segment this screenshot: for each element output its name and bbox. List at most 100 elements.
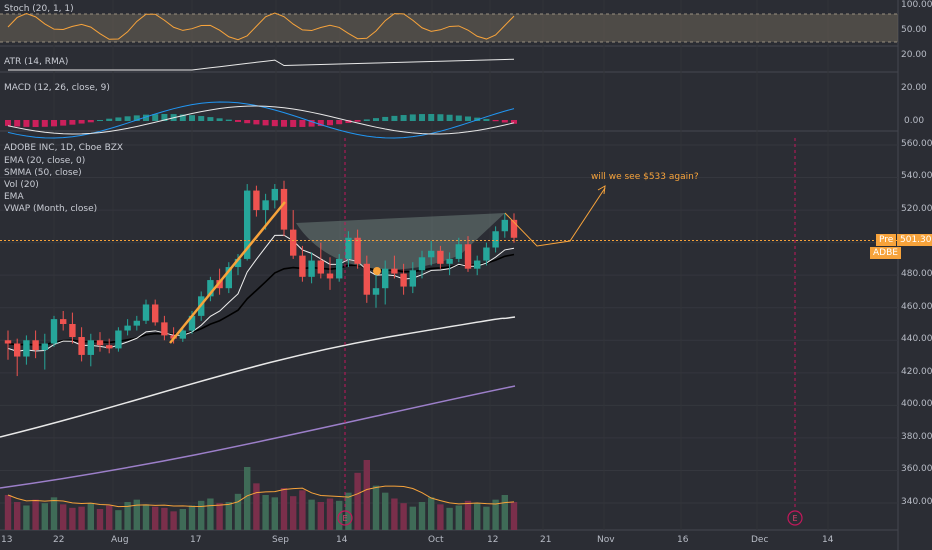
- candle-body: [299, 255, 306, 277]
- volume-bar: [317, 502, 324, 530]
- candle-body: [142, 304, 150, 321]
- candle-body: [207, 280, 214, 297]
- price-tick: 440.00: [901, 334, 932, 344]
- volume-bar: [299, 490, 306, 530]
- candle-body: [280, 188, 288, 230]
- macd-bar: [354, 120, 361, 122]
- macd-bar: [419, 114, 425, 121]
- macd-bar: [23, 120, 30, 127]
- stoch-line: [7, 12, 515, 41]
- x-label: 16: [677, 535, 689, 545]
- macd-label: MACD (12, 26, close, 9): [4, 83, 110, 93]
- macd-bar: [336, 120, 343, 125]
- macd-bar: [400, 115, 407, 121]
- volume-bar: [409, 506, 416, 530]
- smma-line: [0, 316, 516, 438]
- volume-bar: [106, 505, 113, 530]
- candle-body: [483, 247, 490, 261]
- volume-bar: [142, 504, 150, 530]
- macd-bar: [179, 114, 186, 121]
- macd-bar: [189, 115, 195, 121]
- premarket-tag: Pre: [876, 234, 897, 246]
- volume-bar: [455, 505, 462, 530]
- volume-bar: [216, 503, 223, 530]
- macd-bar: [511, 120, 517, 124]
- macd-bar: [345, 120, 352, 124]
- macd-bar: [51, 120, 57, 127]
- volume-bar: [464, 500, 472, 530]
- volume-bar: [198, 500, 205, 530]
- macd-bar: [271, 120, 278, 127]
- candle-body: [4, 340, 12, 344]
- candle-body: [271, 188, 278, 201]
- x-label: 14: [336, 535, 348, 545]
- candle-body: [50, 319, 58, 344]
- candle-body: [501, 219, 508, 232]
- candle-body: [69, 324, 76, 338]
- candle-body: [290, 229, 297, 256]
- macd-bar: [41, 120, 48, 127]
- macd-bar: [97, 120, 103, 121]
- legend-ema20[interactable]: EMA (20, close, 0): [4, 156, 86, 166]
- volume-bar: [428, 497, 435, 530]
- candle-body: [188, 315, 196, 331]
- volume-bar: [400, 503, 407, 530]
- candle-body: [446, 258, 453, 264]
- annotation-text[interactable]: will we see $533 again?: [591, 172, 699, 182]
- macd-bar: [262, 120, 269, 126]
- macd-bar: [483, 118, 490, 121]
- legend-smma[interactable]: SMMA (50, close): [4, 168, 82, 178]
- macd-bar: [465, 116, 471, 121]
- candle-body: [474, 260, 481, 269]
- legend-vol[interactable]: Vol (20): [4, 180, 39, 190]
- volume-bar: [96, 509, 104, 530]
- volume-bar: [115, 510, 122, 530]
- ema-line: [7, 253, 515, 346]
- candle-body: [382, 268, 389, 289]
- candle-body: [23, 340, 30, 357]
- macd-bar: [455, 115, 462, 121]
- earnings-marker-icon: [787, 510, 803, 526]
- legend-vwap[interactable]: VWAP (Month, close): [4, 204, 98, 214]
- candle-body: [161, 322, 168, 336]
- candle-body: [124, 325, 131, 331]
- volume-bar: [124, 502, 131, 530]
- macd-bar: [317, 120, 324, 127]
- volume-bar: [179, 509, 186, 530]
- x-label: 22: [53, 535, 65, 545]
- volume-bar: [510, 502, 518, 530]
- x-label: Oct: [428, 535, 444, 545]
- macd-bar: [143, 114, 149, 121]
- candle-body: [244, 190, 251, 259]
- macd-bar: [69, 120, 76, 125]
- macd-bar: [308, 120, 315, 127]
- candle-body: [317, 260, 324, 274]
- volume-bar: [418, 502, 426, 530]
- legend-symbol[interactable]: ADOBE INC, 1D, Cboe BZX: [4, 143, 124, 153]
- macd-bar: [382, 116, 389, 121]
- volume-bar: [372, 485, 380, 530]
- macd-bar: [253, 120, 260, 125]
- price-tick: 520.00: [901, 204, 932, 214]
- vwap-line: [0, 385, 516, 489]
- candle-body: [225, 267, 232, 289]
- legend-ema[interactable]: EMA: [4, 192, 24, 202]
- macd-bar: [133, 115, 140, 121]
- candle-body: [345, 237, 352, 259]
- volume-bar: [69, 507, 76, 530]
- candle-body: [510, 219, 518, 238]
- candle-body: [391, 268, 398, 274]
- volume-bar: [170, 511, 177, 530]
- symbol-tag: ADBE: [870, 247, 901, 259]
- last-price-tag: 501.30: [897, 234, 932, 246]
- x-label: Dec: [751, 535, 769, 545]
- candle-body: [253, 190, 260, 211]
- macd-bar: [235, 120, 241, 122]
- candle-body: [418, 257, 426, 271]
- candle-body: [455, 244, 462, 259]
- candle-body: [60, 319, 67, 324]
- candle-body: [437, 250, 444, 264]
- x-label: Sep: [272, 535, 289, 545]
- macd-bar: [437, 114, 444, 121]
- price-tick: 340.00: [901, 497, 932, 507]
